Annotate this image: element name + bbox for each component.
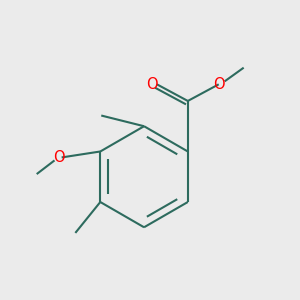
Text: O: O	[146, 77, 158, 92]
Text: O: O	[213, 77, 224, 92]
Text: O: O	[53, 150, 64, 165]
